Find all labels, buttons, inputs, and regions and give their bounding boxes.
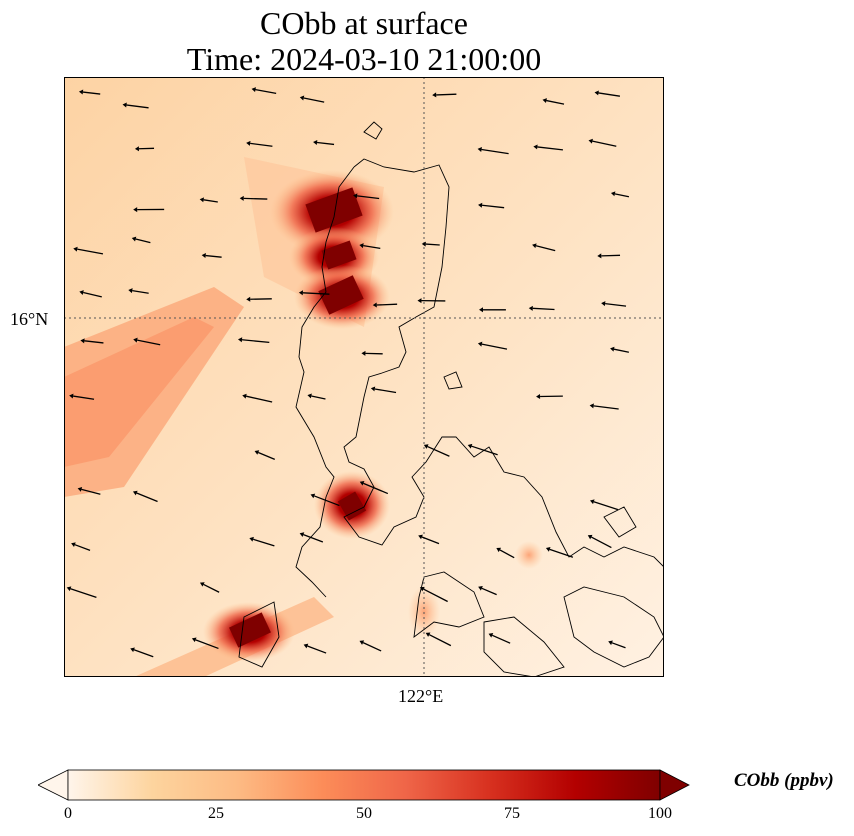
wind-arrow bbox=[359, 640, 382, 652]
wind-arrow bbox=[423, 444, 450, 457]
wind-arrow bbox=[191, 637, 219, 650]
wind-arrow bbox=[128, 288, 149, 294]
wind-arrow bbox=[359, 481, 389, 495]
wind-arrow bbox=[298, 290, 330, 296]
wind-arrow bbox=[610, 346, 630, 353]
wind-arrow bbox=[133, 337, 161, 346]
wind-arrow bbox=[488, 633, 511, 644]
colorbar-label: CObb (ppbv) bbox=[734, 770, 834, 791]
wind-arrow bbox=[299, 532, 324, 543]
colorbar-tick-label: 0 bbox=[64, 805, 72, 822]
wind-arrow bbox=[425, 632, 452, 647]
wind-arrow bbox=[532, 243, 556, 252]
coastlines bbox=[238, 121, 664, 677]
wind-vectors bbox=[66, 87, 630, 658]
wind-arrow bbox=[496, 547, 515, 559]
wind-arrow bbox=[79, 290, 102, 298]
wind-arrow bbox=[597, 253, 621, 259]
wind-arrow bbox=[589, 499, 619, 511]
wind-arrow bbox=[69, 393, 95, 400]
wind-arrow bbox=[242, 393, 273, 403]
wind-arrow bbox=[199, 197, 218, 203]
wind-arrow bbox=[545, 546, 574, 558]
wind-arrow bbox=[588, 138, 617, 147]
wind-arrow bbox=[536, 394, 563, 400]
wind-arrow bbox=[372, 302, 398, 308]
latitude-tick-label: 16°N bbox=[10, 309, 49, 329]
plume-west-inner bbox=[64, 317, 214, 467]
wind-arrow bbox=[246, 140, 273, 147]
wind-arrow bbox=[134, 146, 155, 152]
colorbar-tick-label: 100 bbox=[648, 805, 672, 822]
colorbar-tick-label: 75 bbox=[504, 805, 520, 822]
wind-arrow bbox=[477, 341, 508, 350]
wind-arrow bbox=[533, 144, 563, 151]
wind-arrow bbox=[587, 534, 612, 549]
wind-arrow bbox=[66, 586, 97, 598]
map-frame bbox=[64, 77, 664, 677]
wind-arrow bbox=[132, 490, 158, 503]
longitude-tick-label: 122°E bbox=[398, 686, 444, 706]
wind-arrow bbox=[589, 403, 619, 410]
wind-arrow bbox=[254, 450, 276, 460]
wind-arrow bbox=[80, 338, 104, 344]
wind-arrow bbox=[418, 534, 440, 545]
wind-arrow bbox=[122, 102, 149, 109]
wind-arrow bbox=[78, 89, 101, 95]
wind-arrow bbox=[528, 305, 555, 311]
wind-arrow bbox=[370, 386, 397, 394]
wind-arrow bbox=[417, 298, 446, 304]
colorbar-tick-label: 50 bbox=[356, 805, 372, 822]
wind-arrow bbox=[201, 253, 222, 259]
wind-arrow bbox=[542, 98, 565, 105]
wind-arrow bbox=[238, 337, 270, 344]
wind-arrow bbox=[73, 246, 104, 255]
colorbar-body bbox=[67, 769, 661, 801]
wind-arrow bbox=[133, 207, 165, 213]
wind-arrow bbox=[359, 243, 381, 250]
map-title: CObb at surface bbox=[260, 5, 468, 41]
colorbar-tick-label: 25 bbox=[208, 805, 224, 822]
wind-arrow bbox=[601, 301, 627, 307]
wind-arrow bbox=[251, 87, 277, 95]
colorbar-extend-low bbox=[38, 769, 69, 801]
wind-arrow bbox=[610, 191, 630, 198]
wind-arrow bbox=[239, 195, 268, 201]
wind-arrow bbox=[479, 307, 506, 313]
wind-arrow bbox=[478, 586, 497, 596]
map-subtitle: Time: 2024-03-10 21:00:00 bbox=[186, 41, 542, 77]
wind-arrow bbox=[432, 92, 457, 98]
wind-arrow bbox=[71, 542, 91, 551]
wind-arrow bbox=[361, 350, 383, 356]
wind-arrow bbox=[419, 586, 448, 603]
wind-arrow bbox=[477, 147, 509, 155]
wind-arrow bbox=[594, 90, 621, 97]
map-panel bbox=[64, 77, 664, 677]
wind-arrow bbox=[310, 493, 340, 507]
wind-arrow bbox=[478, 202, 505, 209]
colorbar bbox=[38, 769, 690, 801]
wind-arrow bbox=[303, 643, 327, 654]
wind-arrow bbox=[313, 140, 335, 146]
wind-arrow bbox=[246, 296, 272, 302]
wind-arrow bbox=[421, 241, 440, 247]
wind-arrow bbox=[77, 486, 101, 495]
plume-small-2 bbox=[515, 541, 543, 569]
wind-arrow bbox=[130, 647, 154, 658]
wind-arrow bbox=[467, 443, 498, 456]
wind-arrow bbox=[307, 393, 326, 400]
wind-arrow bbox=[299, 95, 325, 103]
wind-arrow bbox=[199, 582, 220, 593]
colorbar-extend-high bbox=[659, 769, 690, 801]
wind-arrow bbox=[608, 640, 626, 649]
wind-arrow bbox=[249, 536, 275, 547]
wind-arrow bbox=[353, 193, 380, 200]
wind-arrow bbox=[131, 236, 151, 244]
